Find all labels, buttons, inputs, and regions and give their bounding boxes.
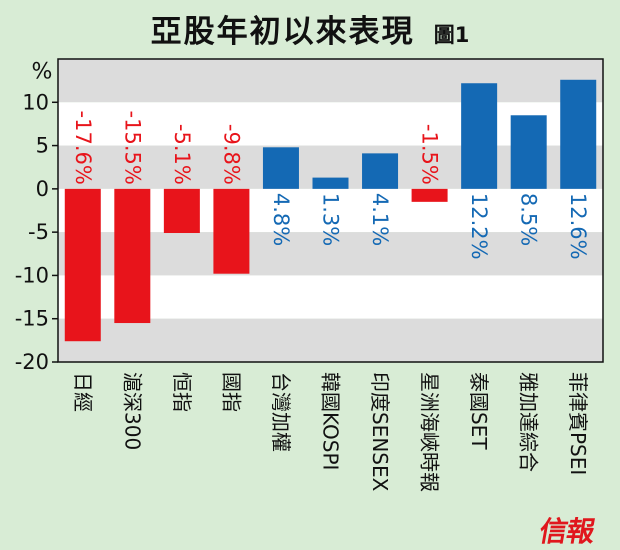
- axes: -20 -15 -10 -5 0 5 10%: [15, 58, 604, 374]
- value-label-5: 1.3%: [319, 193, 343, 246]
- value-label-8: 12.2%: [467, 193, 491, 260]
- y-tick-label: -10: [15, 263, 49, 287]
- chart-title: 亞股年初以來表現: [150, 14, 415, 50]
- y-tick-label: 10: [22, 90, 49, 114]
- y-axis-label: %: [32, 60, 53, 85]
- category-label-8: 泰國SET: [467, 372, 491, 450]
- value-label-4: 4.8%: [269, 193, 293, 246]
- value-label-10: 12.6%: [566, 193, 590, 260]
- bar-9: [510, 115, 547, 189]
- bar-2: [163, 188, 200, 234]
- y-tick-label: -15: [15, 307, 49, 331]
- value-labels: -17.6% -15.5% -5.1% -9.8% 4.8% 1.3% 4.1% -1.5% 1…: [71, 111, 590, 260]
- plot-band: [58, 318, 603, 362]
- value-label-2: -5.1%: [170, 124, 194, 185]
- y-tick-label: -5: [28, 220, 49, 244]
- category-label-4: 台灣加權: [269, 372, 293, 452]
- bar-7: [411, 188, 448, 202]
- category-label-5: 韓國KOSPI: [319, 372, 343, 470]
- bar-6: [362, 153, 399, 189]
- bar-10: [560, 79, 597, 189]
- bars: [64, 79, 597, 342]
- value-label-0: -17.6%: [71, 111, 95, 185]
- y-tick-label: 0: [36, 177, 49, 201]
- bar-5: [312, 177, 349, 189]
- value-label-9: 8.5%: [517, 193, 541, 246]
- category-label-10: 菲律賓PSEI: [566, 372, 590, 475]
- y-tick-label: -20: [15, 350, 49, 374]
- brand-logo: 信報: [536, 515, 597, 548]
- bar-1: [114, 188, 151, 324]
- bar-3: [213, 188, 250, 274]
- value-label-7: -1.5%: [418, 124, 442, 185]
- category-label-3: 國指: [219, 372, 243, 412]
- category-label-7: 星洲海峽時報: [418, 372, 442, 492]
- value-label-6: 4.1%: [368, 193, 392, 246]
- bar-0: [64, 188, 101, 342]
- title-area: 亞股年初以來表現 圖1: [0, 6, 620, 51]
- category-labels: 日經 滬深300 恒指 國指 台灣加權 韓國KOSPI 印度SENSEX 星洲海峽時報 泰國SE…: [71, 372, 590, 492]
- plot-band: [58, 59, 603, 103]
- bar-8: [461, 83, 498, 189]
- bar-4: [262, 147, 299, 189]
- plot-frame: [57, 58, 604, 363]
- y-tick-label: 5: [36, 134, 49, 158]
- category-label-6: 印度SENSEX: [368, 372, 392, 492]
- category-label-2: 恒指: [170, 372, 194, 412]
- figure-label: 圖1: [433, 23, 470, 47]
- value-label-1: -15.5%: [120, 111, 144, 185]
- category-label-0: 日經: [71, 372, 95, 412]
- category-label-9: 雅加達綜合: [517, 372, 541, 472]
- value-label-3: -9.8%: [219, 124, 243, 185]
- category-label-1: 滬深300: [120, 372, 144, 450]
